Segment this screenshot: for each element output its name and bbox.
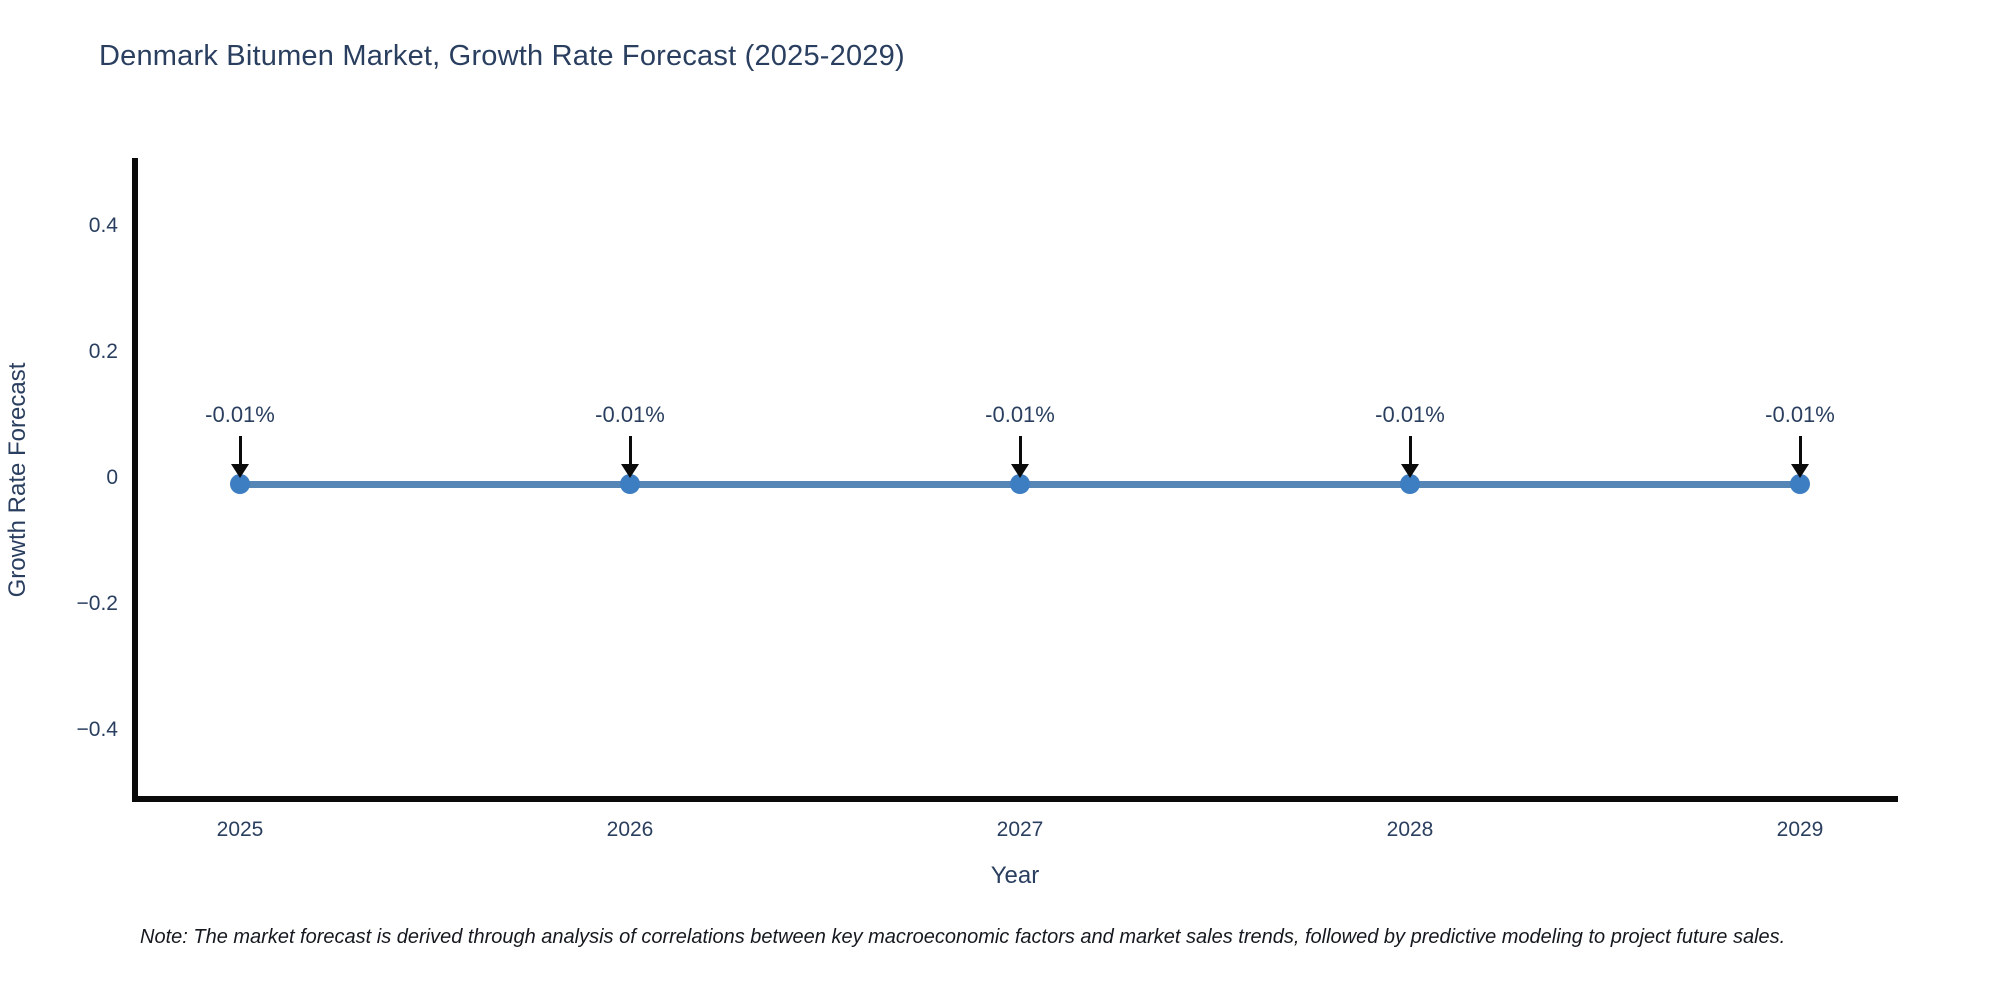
y-tick-label: 0.2 [88,340,118,363]
annotation-arrow-head [1011,464,1029,479]
annotation-arrow-shaft [1798,436,1802,467]
y-tick-label: −0.4 [76,718,118,741]
plot-area: -0.01% -0.01% -0.01% -0.01% -0.01% [132,158,1898,802]
annotation-arrow-head [1401,464,1419,479]
annotation-arrow-shaft [1018,436,1022,467]
footnote: Note: The market forecast is derived thr… [140,926,1786,948]
y-axis-title: Growth Rate Forecast [4,362,31,598]
data-line-segment [1020,480,1410,488]
annotation-label: -0.01% [595,402,665,428]
x-tick-label: 2026 [606,818,654,841]
annotation-arrow-head [621,464,639,479]
x-axis-title: Year [990,862,1040,889]
annotation-arrow-head [231,464,249,479]
y-tick-label: −0.2 [76,592,118,615]
x-tick-label: 2027 [996,818,1044,841]
data-line-segment [240,480,630,488]
data-point-marker [230,474,250,495]
y-tick-label: 0 [106,466,118,489]
y-tick-label: 0.4 [88,214,118,237]
annotation-arrow-head [1791,464,1809,479]
x-tick-label: 2028 [1386,818,1434,841]
data-point-marker [620,474,640,495]
x-tick-label: 2029 [1776,818,1824,841]
data-line-segment [1410,480,1800,488]
annotation-arrow-shaft [628,436,632,467]
annotation-label: -0.01% [1765,402,1835,428]
data-point-marker [1790,474,1810,495]
annotation-label: -0.01% [1375,402,1445,428]
data-point-marker [1400,474,1420,495]
data-line-segment [630,480,1020,488]
annotation-label: -0.01% [985,402,1055,428]
annotation-label: -0.01% [205,402,275,428]
annotation-arrow-shaft [238,436,242,467]
chart-title: Denmark Bitumen Market, Growth Rate Fore… [99,40,905,72]
data-point-marker [1010,474,1030,495]
annotation-arrow-shaft [1408,436,1412,467]
x-tick-label: 2025 [216,818,264,841]
